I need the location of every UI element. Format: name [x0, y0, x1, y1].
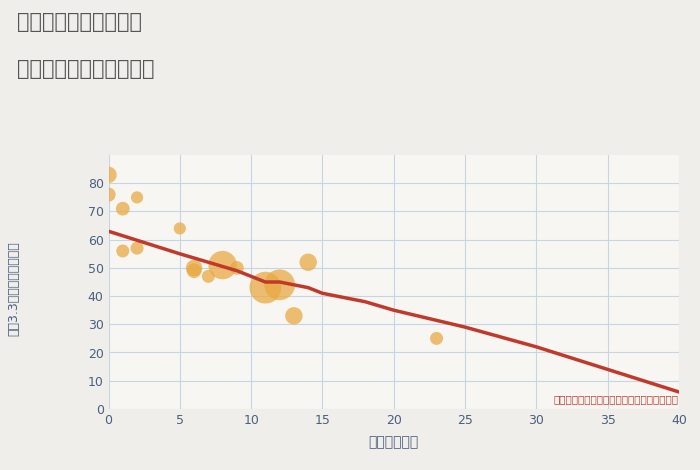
Point: [302, 258, 314, 266]
Point: [260, 284, 271, 291]
Point: [132, 244, 143, 252]
Point: [103, 171, 114, 179]
Point: [132, 194, 143, 201]
Text: 築年数別中古戸建て価格: 築年数別中古戸建て価格: [18, 59, 155, 79]
Text: 円の大きさは、取引のあった物件面積を示す: 円の大きさは、取引のあった物件面積を示す: [554, 394, 679, 404]
Point: [117, 247, 128, 255]
Point: [431, 335, 442, 342]
Point: [203, 273, 214, 280]
Point: [288, 312, 300, 320]
Text: 神奈川県秦野市三屋の: 神奈川県秦野市三屋の: [18, 12, 143, 32]
Point: [188, 267, 199, 274]
Point: [174, 225, 186, 232]
Point: [188, 264, 199, 272]
Point: [217, 261, 228, 269]
Text: 坪（3.3㎡）単価（万円）: 坪（3.3㎡）単価（万円）: [7, 242, 20, 337]
X-axis label: 築年数（年）: 築年数（年）: [369, 435, 419, 449]
Point: [103, 191, 114, 198]
Point: [274, 281, 286, 289]
Point: [117, 205, 128, 212]
Point: [231, 264, 242, 272]
